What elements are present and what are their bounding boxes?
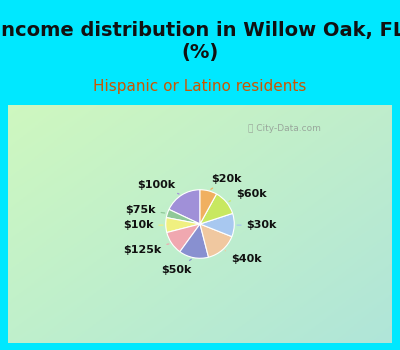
Text: $50k: $50k [161,259,191,275]
Wedge shape [200,190,216,224]
Text: $40k: $40k [225,251,262,264]
Text: Hispanic or Latino residents: Hispanic or Latino residents [93,79,307,93]
Text: $60k: $60k [229,189,266,201]
Text: $20k: $20k [211,174,242,189]
Wedge shape [169,190,200,224]
Wedge shape [180,224,208,258]
Wedge shape [166,218,200,232]
Text: $10k: $10k [123,220,163,230]
Text: $125k: $125k [123,244,169,255]
Text: ⓘ City-Data.com: ⓘ City-Data.com [248,124,321,133]
Wedge shape [200,194,232,224]
Wedge shape [200,214,234,237]
Wedge shape [167,224,200,252]
Text: $100k: $100k [137,180,179,194]
Text: $75k: $75k [125,205,165,215]
Wedge shape [200,224,232,257]
Wedge shape [166,209,200,224]
Text: Income distribution in Willow Oak, FL
(%): Income distribution in Willow Oak, FL (%… [0,21,400,62]
Text: $30k: $30k [237,220,277,230]
